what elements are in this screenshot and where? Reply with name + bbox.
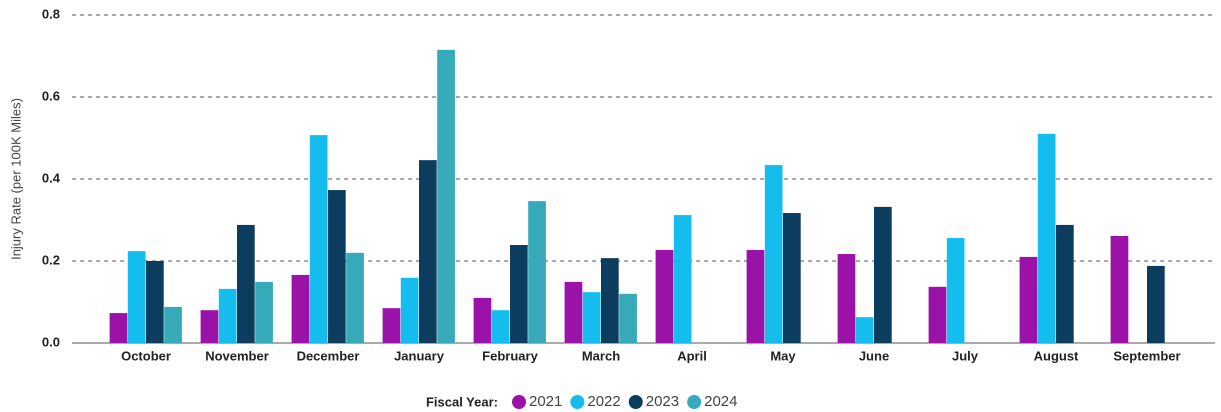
bar (200, 310, 219, 343)
bar (437, 49, 455, 343)
y-tick-label: 0.2 (42, 252, 60, 267)
x-tick-label: October (121, 348, 171, 363)
bar (764, 165, 783, 343)
bar (837, 254, 856, 343)
x-tick-label: December (297, 348, 360, 363)
legend-title: Fiscal Year: (426, 394, 498, 409)
bar (218, 288, 237, 343)
bar (655, 249, 674, 343)
bar (619, 293, 637, 343)
legend-swatch (512, 395, 526, 409)
bar (164, 306, 182, 343)
bar (855, 317, 874, 343)
bar (309, 135, 328, 343)
bar (746, 249, 765, 343)
x-tick-label: January (394, 348, 445, 363)
bar (1019, 256, 1038, 343)
bar (1037, 133, 1056, 343)
bar (473, 297, 492, 343)
x-tick-label: September (1113, 348, 1180, 363)
x-tick-label: July (952, 348, 979, 363)
bar (946, 238, 965, 343)
legend-label: 2022 (587, 393, 620, 410)
bar (400, 277, 419, 343)
legend-swatch (628, 395, 643, 409)
bar (419, 160, 437, 343)
x-tick-label: March (582, 348, 620, 363)
x-tick-label: August (1034, 348, 1079, 363)
bar (109, 313, 128, 343)
bar (928, 286, 947, 343)
bar (528, 201, 546, 343)
bar (346, 252, 364, 343)
y-tick-label: 0.0 (42, 334, 60, 349)
x-tick-label: May (770, 348, 796, 363)
x-tick-label: June (859, 348, 889, 363)
legend-label: 2024 (704, 393, 737, 410)
x-tick-label: November (205, 348, 269, 363)
bar (1110, 235, 1129, 343)
bar (582, 292, 601, 343)
bar (237, 224, 255, 343)
bar (1056, 224, 1074, 343)
y-tick-label: 0.8 (42, 6, 60, 21)
bar (146, 261, 164, 343)
legend-swatch (570, 395, 585, 409)
bar (255, 281, 273, 343)
bar (564, 281, 583, 343)
bar (491, 310, 510, 343)
bar (783, 213, 801, 343)
legend-label: 2023 (646, 393, 679, 410)
x-tick-label: April (677, 348, 707, 363)
bar (874, 206, 892, 343)
bar (328, 190, 346, 343)
y-tick-label: 0.6 (42, 88, 60, 103)
bar (1147, 265, 1165, 343)
y-axis-title: Injury Rate (per 100K Miles) (8, 98, 23, 260)
bar (601, 258, 619, 343)
y-tick-label: 0.4 (42, 170, 61, 185)
x-tick-label: February (482, 348, 538, 363)
bar (510, 245, 528, 343)
bar (382, 308, 401, 343)
legend-label: 2021 (529, 393, 562, 410)
legend-swatch (687, 395, 702, 409)
bar (673, 215, 692, 343)
bar (291, 274, 310, 343)
bar (127, 251, 146, 343)
